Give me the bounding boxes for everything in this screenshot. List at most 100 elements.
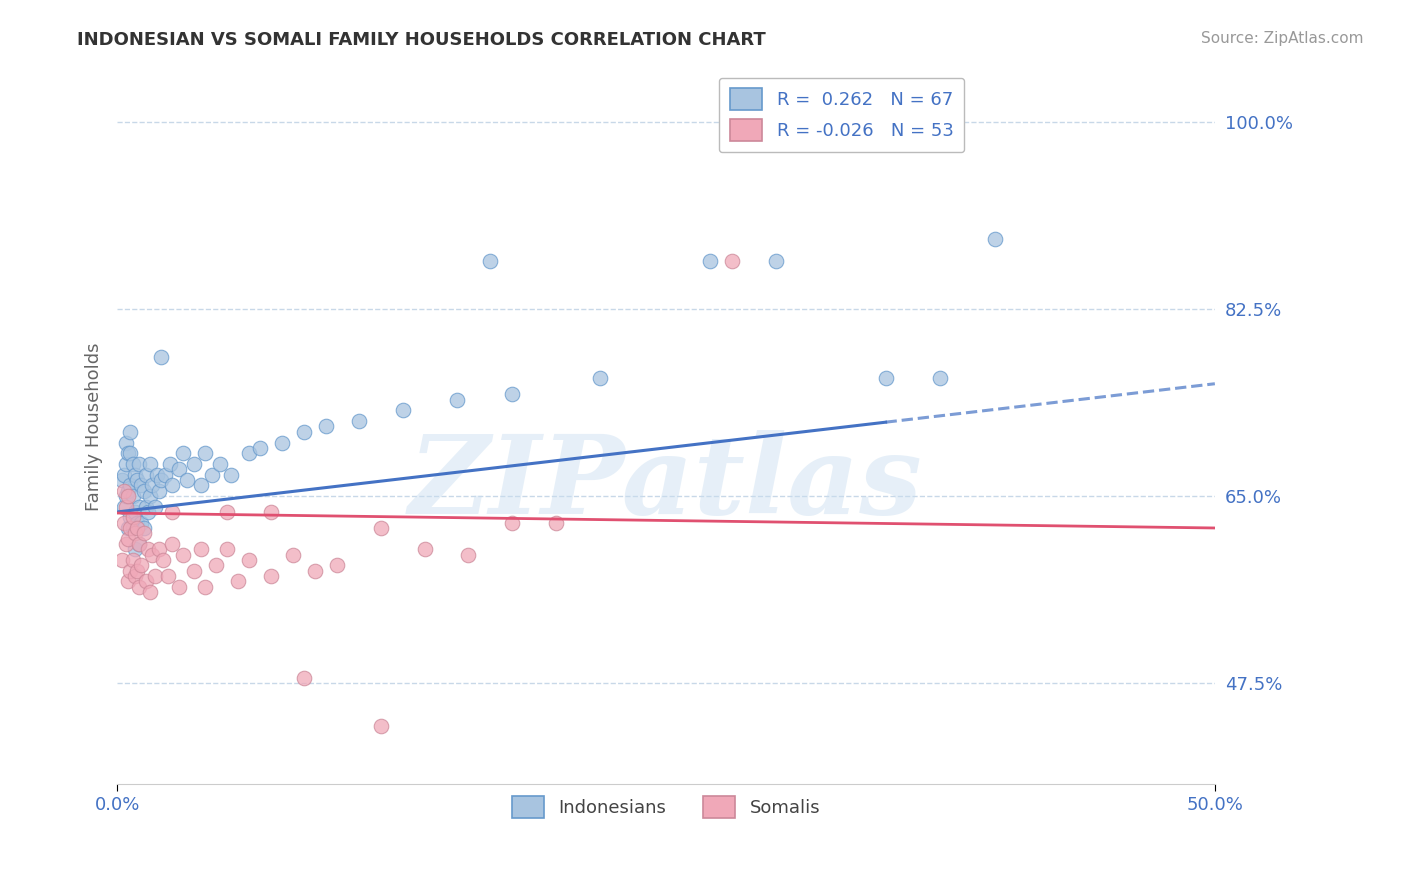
Point (121, 489, 143, 503)
Point (132, 483, 155, 498)
Point (167, 462, 190, 476)
Point (115, 489, 138, 503)
Point (325, 558, 347, 573)
Point (124, 467, 146, 482)
Point (221, 467, 243, 482)
Point (875, 371, 897, 385)
Point (370, 521, 392, 535)
Point (110, 473, 132, 487)
Point (121, 521, 143, 535)
Point (183, 457, 205, 471)
Point (446, 392, 468, 407)
Point (124, 542, 146, 557)
Point (156, 569, 179, 583)
Point (721, 253, 744, 268)
Point (115, 500, 138, 514)
Point (457, 548, 479, 562)
Point (121, 553, 143, 567)
Point (172, 548, 194, 562)
Point (131, 478, 153, 492)
Point (765, 253, 787, 268)
Point (120, 446, 142, 460)
Y-axis label: Family Households: Family Households (86, 343, 103, 511)
Point (143, 569, 166, 583)
Point (292, 425, 315, 439)
Point (190, 478, 212, 492)
Point (270, 435, 292, 450)
Point (167, 580, 190, 594)
Point (120, 478, 142, 492)
Point (260, 505, 283, 519)
Point (238, 553, 260, 567)
Point (215, 542, 238, 557)
Point (117, 483, 139, 498)
Point (152, 553, 174, 567)
Point (148, 483, 170, 498)
Point (110, 553, 132, 567)
Point (112, 500, 135, 514)
Point (304, 564, 326, 578)
Point (479, 253, 502, 268)
Point (117, 446, 139, 460)
Point (132, 521, 155, 535)
Point (132, 526, 155, 541)
Point (546, 516, 568, 530)
Point (172, 446, 194, 460)
Point (131, 558, 153, 573)
Point (984, 232, 1007, 246)
Point (160, 478, 183, 492)
Point (215, 505, 238, 519)
Point (315, 419, 337, 434)
Point (238, 446, 260, 460)
Point (135, 574, 157, 589)
Point (150, 473, 173, 487)
Point (160, 505, 183, 519)
Point (125, 521, 148, 535)
Point (205, 558, 228, 573)
Point (128, 580, 150, 594)
Legend: Indonesians, Somalis: Indonesians, Somalis (505, 789, 828, 825)
Point (120, 510, 142, 524)
Point (260, 569, 283, 583)
Point (115, 457, 138, 471)
Point (150, 350, 173, 364)
Point (125, 564, 148, 578)
Point (128, 500, 150, 514)
Point (699, 253, 721, 268)
Point (929, 371, 952, 385)
Point (120, 425, 142, 439)
Point (135, 467, 157, 482)
Point (128, 537, 150, 551)
Point (281, 548, 304, 562)
Point (124, 505, 146, 519)
Point (141, 548, 163, 562)
Point (115, 537, 138, 551)
Point (117, 532, 139, 546)
Point (128, 537, 150, 551)
Point (124, 569, 146, 583)
Point (115, 435, 138, 450)
Point (194, 446, 217, 460)
Point (501, 387, 523, 401)
Point (112, 467, 135, 482)
Point (141, 478, 163, 492)
Point (155, 467, 177, 482)
Point (124, 526, 146, 541)
Point (117, 574, 139, 589)
Point (136, 542, 159, 557)
Point (120, 564, 142, 578)
Point (112, 483, 135, 498)
Point (139, 585, 162, 599)
Point (249, 441, 271, 455)
Point (183, 564, 205, 578)
Point (194, 580, 217, 594)
Point (501, 516, 523, 530)
Point (131, 516, 153, 530)
Point (128, 457, 150, 471)
Point (120, 521, 142, 535)
Point (347, 414, 370, 428)
Point (139, 457, 162, 471)
Point (176, 473, 198, 487)
Point (121, 457, 143, 471)
Point (125, 516, 148, 530)
